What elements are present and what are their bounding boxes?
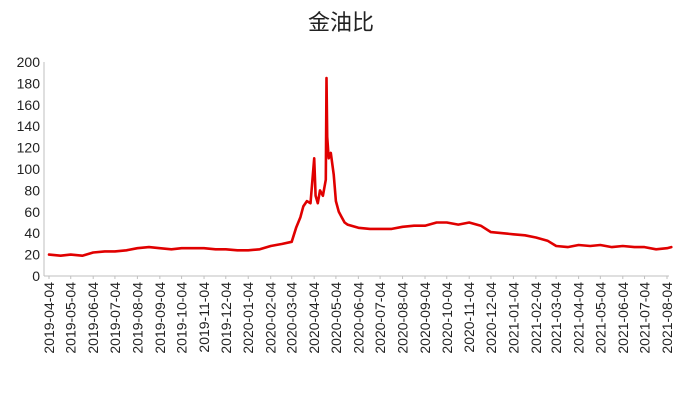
x-tick-label: 2020-07-04 (372, 282, 388, 354)
y-tick-label: 200 (17, 54, 41, 70)
x-tick-label: 2020-05-04 (328, 282, 344, 354)
chart-title: 金油比 (308, 11, 374, 36)
x-tick-label: 2019-10-04 (174, 282, 190, 354)
x-tick-label: 2021-07-04 (637, 282, 653, 354)
y-tick-label: 60 (24, 204, 40, 220)
y-tick-label: 140 (17, 118, 41, 134)
x-tick-label: 2021-03-04 (548, 282, 564, 354)
x-tick-label: 2019-08-04 (129, 282, 145, 354)
y-tick-label: 100 (17, 161, 41, 177)
x-tick-label: 2020-04-04 (306, 282, 322, 354)
x-tick-label: 2020-06-04 (350, 282, 366, 354)
x-tick-label: 2019-09-04 (152, 282, 168, 354)
series-line (47, 76, 673, 257)
x-tick-label: 2020-10-04 (439, 282, 455, 354)
x-axis-ticks: 2019-04-04 2019-05-04 2019-06-04 2019-07-04… (41, 276, 675, 354)
y-tick-label: 40 (24, 225, 40, 241)
x-tick-label: 2020-11-04 (461, 282, 477, 353)
y-tick-label: 180 (17, 75, 41, 91)
x-tick-label: 2019-06-04 (85, 282, 101, 354)
y-tick-label: 120 (17, 140, 41, 156)
y-tick-label: 20 (24, 247, 40, 263)
x-tick-label: 2020-02-04 (263, 282, 279, 354)
y-tick-label: 80 (24, 182, 40, 198)
x-tick-label: 2021-05-04 (592, 282, 608, 354)
x-tick-label: 2019-05-04 (63, 282, 79, 354)
x-tick-label: 2021-06-04 (615, 282, 631, 354)
y-axis-ticks: 0 20 40 60 80 100 120 140 160 180 200 (17, 54, 41, 284)
x-tick-label: 2020-12-04 (483, 282, 499, 354)
x-tick-label: 2019-12-04 (218, 282, 234, 354)
x-tick-label: 2019-11-04 (196, 282, 212, 353)
x-tick-label: 2020-03-04 (284, 282, 300, 354)
x-tick-label: 2020-08-04 (395, 282, 411, 354)
x-tick-label: 2019-04-04 (41, 282, 57, 354)
x-tick-label: 2021-08-04 (659, 282, 675, 354)
x-tick-label: 2021-04-04 (571, 282, 587, 354)
x-tick-label: 2020-09-04 (417, 282, 433, 354)
x-tick-label: 2019-07-04 (107, 282, 123, 354)
x-tick-label: 2021-02-04 (528, 282, 544, 354)
y-tick-label: 0 (32, 268, 40, 284)
x-tick-label: 2020-01-04 (240, 282, 256, 354)
y-tick-label: 160 (17, 97, 41, 113)
x-tick-label: 2021-01-04 (505, 282, 521, 354)
plot-area (47, 76, 673, 257)
